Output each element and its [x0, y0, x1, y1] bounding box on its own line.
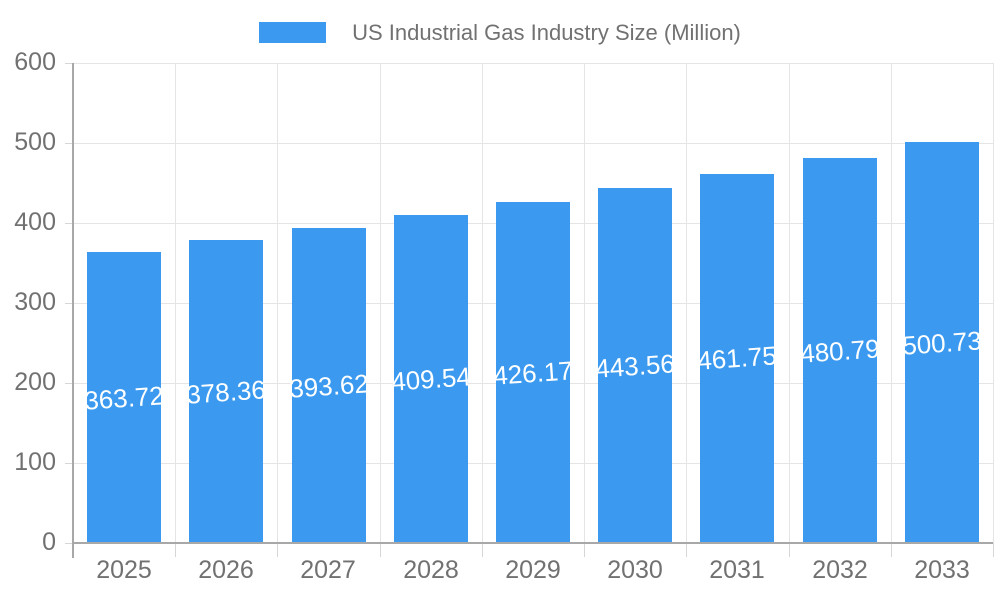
x-tick-mark [686, 543, 687, 557]
x-axis-tick-label: 2029 [505, 556, 561, 584]
bar[interactable] [598, 188, 672, 543]
x-gridline [277, 63, 278, 543]
chart-legend[interactable]: US Industrial Gas Industry Size (Million… [0, 20, 1000, 45]
x-gridline [380, 63, 381, 543]
bar[interactable] [87, 252, 161, 543]
x-tick-mark [789, 543, 790, 557]
y-axis-tick-label: 400 [14, 208, 56, 236]
x-axis-tick-label: 2028 [403, 556, 459, 584]
y-gridline [73, 143, 993, 144]
x-tick-mark [993, 543, 994, 557]
bar[interactable] [803, 158, 877, 543]
y-gridline [73, 63, 993, 64]
bar[interactable] [292, 228, 366, 543]
y-axis-tick-label: 500 [14, 128, 56, 156]
x-tick-mark [891, 543, 892, 557]
y-tick-mark [65, 463, 73, 464]
x-axis-tick-label: 2030 [607, 556, 663, 584]
bar[interactable] [905, 142, 979, 543]
x-tick-mark [380, 543, 381, 557]
x-gridline [584, 63, 585, 543]
x-gridline [789, 63, 790, 543]
y-axis-line [72, 63, 74, 558]
x-axis-tick-label: 2025 [96, 556, 152, 584]
bar[interactable] [394, 215, 468, 543]
x-tick-mark [175, 543, 176, 557]
bar-value-label: 500.73 [901, 325, 983, 361]
x-axis-tick-label: 2026 [198, 556, 254, 584]
x-gridline [175, 63, 176, 543]
legend-swatch [259, 22, 327, 43]
y-tick-mark [65, 383, 73, 384]
x-gridline [891, 63, 892, 543]
x-tick-mark [482, 543, 483, 557]
x-gridline [993, 63, 994, 543]
legend-series-label: US Industrial Gas Industry Size (Million… [352, 20, 741, 45]
x-gridline [686, 63, 687, 543]
y-tick-mark [65, 303, 73, 304]
y-tick-mark [65, 543, 73, 544]
bar[interactable] [700, 174, 774, 543]
x-tick-mark [584, 543, 585, 557]
x-gridline [482, 63, 483, 543]
x-tick-mark [277, 543, 278, 557]
x-axis-tick-label: 2031 [709, 556, 765, 584]
y-tick-mark [65, 63, 73, 64]
y-axis-tick-label: 300 [14, 288, 56, 316]
y-axis-tick-label: 200 [14, 368, 56, 396]
x-axis-tick-label: 2027 [300, 556, 356, 584]
bar[interactable] [496, 202, 570, 543]
y-tick-mark [65, 223, 73, 224]
x-axis-tick-label: 2033 [914, 556, 970, 584]
bar[interactable] [189, 240, 263, 543]
y-axis-tick-label: 600 [14, 48, 56, 76]
x-axis-line [72, 542, 993, 544]
y-tick-mark [65, 143, 73, 144]
y-axis-tick-label: 100 [14, 448, 56, 476]
y-axis-tick-label: 0 [42, 528, 56, 556]
x-axis-tick-label: 2032 [812, 556, 868, 584]
